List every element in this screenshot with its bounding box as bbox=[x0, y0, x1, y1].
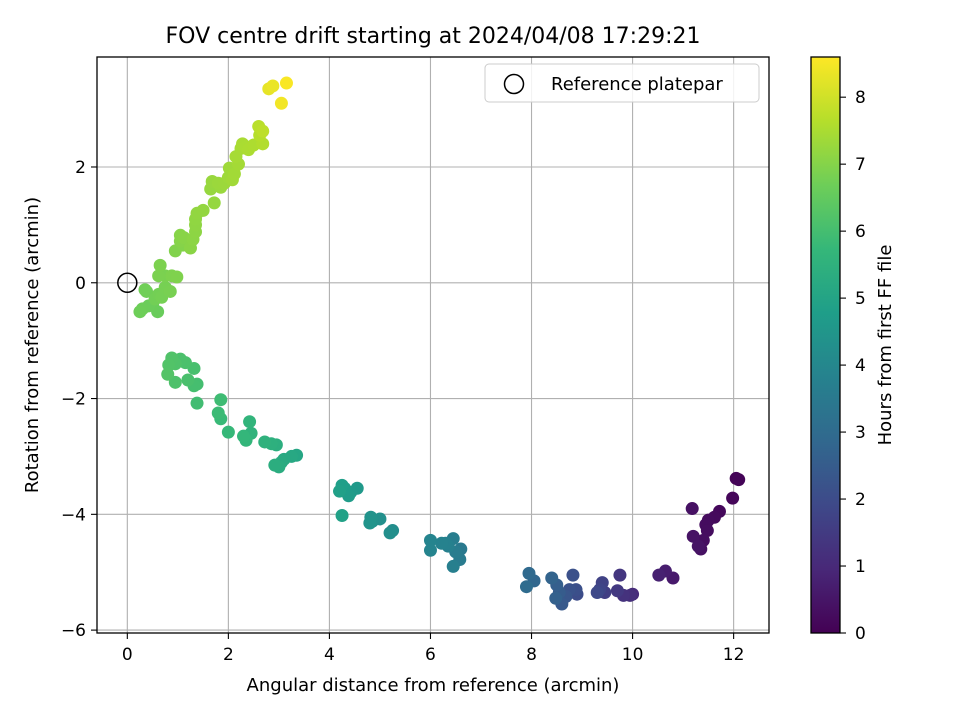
data-point bbox=[519, 580, 533, 594]
data-point bbox=[549, 591, 563, 605]
data-point bbox=[423, 543, 437, 557]
reference-marker bbox=[117, 272, 138, 294]
x-axis-ticks: 0 2 4 6 8 10 12 bbox=[122, 633, 745, 665]
colorbar-ticks: 0 1 2 3 4 5 6 7 8 bbox=[840, 88, 866, 644]
data-point bbox=[152, 269, 166, 283]
data-point bbox=[435, 536, 449, 550]
colorbar-tick-label: 3 bbox=[855, 423, 866, 443]
data-point bbox=[214, 393, 228, 407]
plot-area: 0 2 4 6 8 10 12 −6 −4 −2 0 2 bbox=[61, 56, 770, 665]
colorbar-tick-label: 1 bbox=[855, 557, 866, 577]
colorbar-tick-label: 5 bbox=[855, 289, 866, 309]
data-point bbox=[170, 270, 184, 284]
y-tick-label: −6 bbox=[61, 621, 86, 641]
data-point bbox=[274, 96, 288, 110]
data-point bbox=[446, 559, 460, 573]
data-point bbox=[522, 566, 536, 580]
colorbar-tick-label: 4 bbox=[855, 356, 866, 376]
y-tick-label: 0 bbox=[75, 274, 86, 294]
plot-frame bbox=[96, 56, 770, 634]
colorbar-tick-label: 6 bbox=[855, 222, 866, 242]
data-point bbox=[590, 585, 604, 599]
reference-point bbox=[117, 272, 138, 294]
colorbar-tick-label: 2 bbox=[855, 490, 866, 510]
colorbar-gradient bbox=[810, 56, 841, 634]
data-point bbox=[153, 258, 167, 272]
data-point bbox=[211, 406, 225, 420]
data-point bbox=[363, 516, 377, 530]
legend-box bbox=[484, 63, 760, 103]
data-point bbox=[161, 367, 175, 381]
data-point bbox=[700, 524, 714, 538]
data-point bbox=[691, 539, 705, 553]
y-tick-label: 2 bbox=[75, 158, 86, 178]
data-point bbox=[545, 571, 559, 585]
data-point bbox=[686, 529, 700, 543]
grid-lines bbox=[97, 57, 769, 633]
data-point bbox=[227, 167, 241, 181]
x-axis-label: Angular distance from reference (arcmin) bbox=[247, 675, 620, 696]
data-point bbox=[268, 458, 282, 472]
data-point bbox=[258, 435, 272, 449]
data-point bbox=[652, 568, 666, 582]
colorbar-tick-label: 0 bbox=[855, 624, 866, 644]
data-point bbox=[243, 415, 257, 429]
colorbar: 0 1 2 3 4 5 6 7 8 Hours from first FF file bbox=[810, 56, 896, 644]
data-point bbox=[168, 375, 182, 389]
colorbar-label: Hours from first FF file bbox=[875, 245, 896, 446]
data-point bbox=[333, 484, 347, 498]
data-point bbox=[256, 124, 270, 138]
x-tick-label: 2 bbox=[223, 645, 234, 665]
colorbar-tick-label: 8 bbox=[855, 88, 866, 108]
data-point bbox=[181, 373, 195, 387]
data-point bbox=[423, 533, 437, 547]
data-point bbox=[732, 473, 746, 487]
data-point bbox=[685, 502, 699, 516]
y-axis-ticks: −6 −4 −2 0 2 bbox=[61, 158, 97, 641]
y-tick-label: −4 bbox=[61, 505, 86, 525]
legend-reference-marker bbox=[503, 73, 525, 95]
data-point bbox=[207, 196, 221, 210]
data-point bbox=[610, 584, 624, 598]
data-point bbox=[613, 568, 627, 582]
data-point bbox=[163, 284, 177, 298]
x-tick-label: 4 bbox=[324, 645, 335, 665]
y-axis-label: Rotation from reference (arcmin) bbox=[22, 197, 43, 493]
scatter-points bbox=[133, 76, 746, 611]
colorbar-tick-label: 7 bbox=[855, 155, 866, 175]
data-point bbox=[383, 526, 397, 540]
x-tick-label: 0 bbox=[122, 645, 133, 665]
data-point bbox=[190, 396, 204, 410]
data-point bbox=[266, 79, 280, 93]
legend: Reference platepar bbox=[484, 63, 760, 103]
data-point bbox=[726, 491, 740, 505]
data-point bbox=[279, 76, 293, 90]
x-tick-label: 8 bbox=[526, 645, 537, 665]
data-point bbox=[138, 283, 152, 297]
legend-label: Reference platepar bbox=[551, 74, 723, 95]
data-point bbox=[335, 508, 349, 522]
data-point bbox=[566, 568, 580, 582]
data-point bbox=[237, 429, 251, 443]
x-tick-label: 10 bbox=[622, 645, 644, 665]
y-tick-label: −2 bbox=[61, 390, 86, 410]
data-point bbox=[133, 305, 147, 319]
chart-title: FOV centre drift starting at 2024/04/08 … bbox=[166, 24, 701, 49]
x-tick-label: 12 bbox=[723, 645, 745, 665]
data-point bbox=[196, 203, 210, 217]
data-point bbox=[221, 425, 235, 439]
x-tick-label: 6 bbox=[425, 645, 436, 665]
